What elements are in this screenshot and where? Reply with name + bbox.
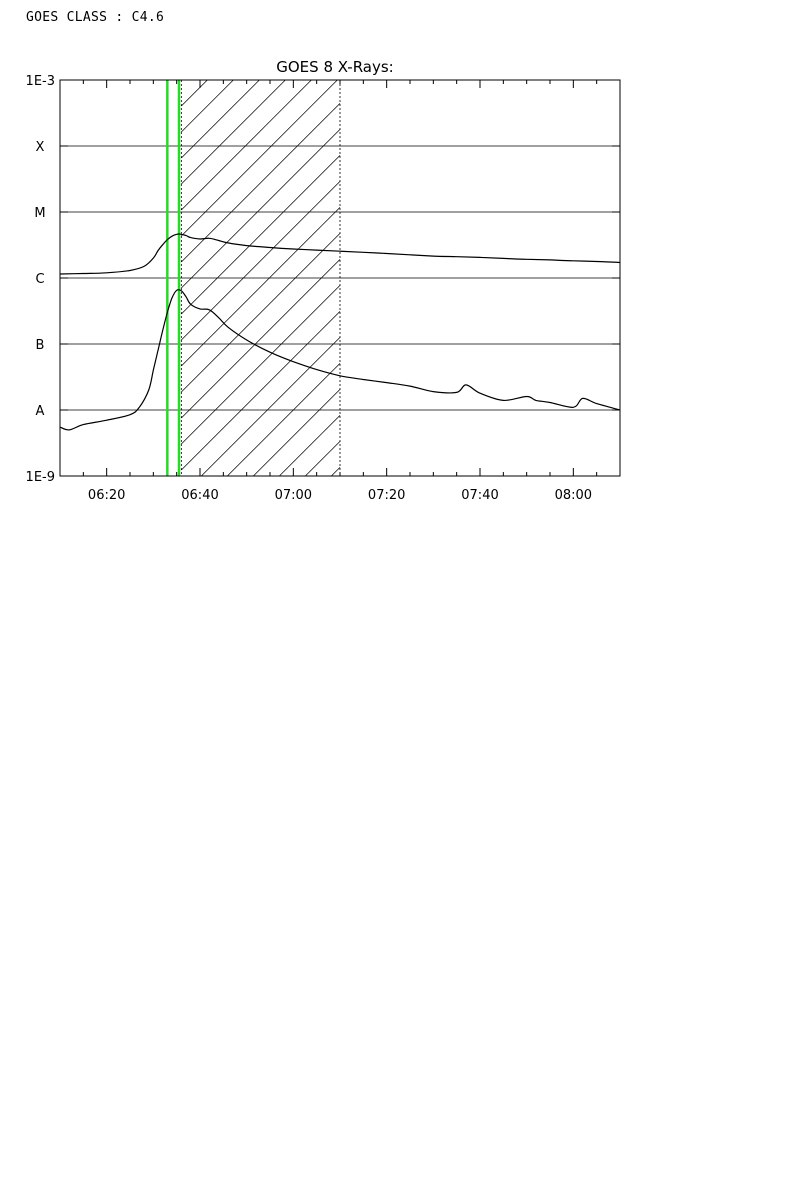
x-tick-label: 06:20 bbox=[88, 488, 125, 503]
hatch-line bbox=[181, 103, 341, 263]
hatch-line bbox=[201, 337, 341, 476]
flux-curve-short bbox=[60, 289, 620, 431]
hatch-line bbox=[181, 80, 234, 133]
y-tick-label: X bbox=[36, 140, 45, 155]
flux-curves bbox=[60, 233, 620, 431]
hatch-line bbox=[253, 389, 341, 476]
y-tick-label: C bbox=[35, 272, 44, 287]
hatch-line bbox=[181, 155, 341, 315]
y-tick-label: B bbox=[36, 338, 45, 353]
x-tick-label: 06:40 bbox=[181, 488, 218, 503]
hatch-line bbox=[227, 363, 341, 476]
hatch-line bbox=[181, 80, 260, 159]
x-tick-label: 07:20 bbox=[368, 488, 405, 503]
y-tick-label: 1E-9 bbox=[26, 470, 55, 485]
hatch-line bbox=[279, 415, 341, 476]
hatch-line bbox=[181, 207, 341, 367]
hatch-line bbox=[181, 285, 341, 445]
axes: 1E-3 X M C B A 1E-9 06:20 06:40 07:00 07:20 07:40 08… bbox=[26, 74, 621, 503]
y-tick-label: A bbox=[36, 404, 45, 419]
hatch-line bbox=[181, 80, 286, 185]
x-tick-label: 07:40 bbox=[461, 488, 498, 503]
hatch-line bbox=[181, 80, 312, 211]
x-tick-label: 07:00 bbox=[275, 488, 312, 503]
event-markers bbox=[166, 80, 341, 476]
y-tick-label: M bbox=[34, 206, 45, 221]
hatch-line bbox=[331, 467, 341, 476]
x-tick-label: 08:00 bbox=[555, 488, 592, 503]
flux-curve-long bbox=[60, 233, 620, 275]
y-tick-label: 1E-3 bbox=[26, 74, 55, 89]
hatch-line bbox=[181, 80, 208, 107]
hatch-line bbox=[181, 129, 341, 289]
hatch-line bbox=[181, 233, 341, 393]
chart-title: GOES 8 X-Rays: bbox=[276, 58, 393, 76]
hatch-line bbox=[181, 311, 341, 471]
hatch-line bbox=[305, 441, 341, 476]
goes-class-label: GOES CLASS : C4.6 bbox=[26, 10, 165, 25]
hatch-line bbox=[181, 80, 338, 237]
hatch-line bbox=[181, 259, 341, 419]
hatched-region bbox=[181, 80, 341, 476]
hatch-line bbox=[181, 181, 341, 341]
